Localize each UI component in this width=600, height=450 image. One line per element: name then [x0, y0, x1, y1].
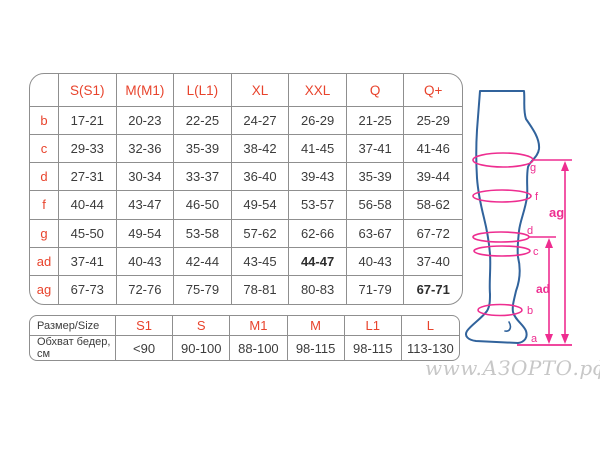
size-value-cell: 44-47 — [289, 247, 347, 276]
size-value-cell: 72-76 — [117, 275, 175, 304]
size-column-header: XXL — [289, 74, 347, 107]
size-value-cell: 29-33 — [59, 135, 117, 164]
size-value-cell: 22-25 — [174, 107, 232, 136]
size-value-cell: 71-79 — [347, 275, 405, 304]
size-value-cell: 53-57 — [289, 191, 347, 220]
size-column-header: XL — [231, 74, 290, 107]
measurement-row-label: ag — [30, 275, 59, 304]
size-value-cell: 46-50 — [174, 191, 232, 220]
size-value-cell: 41-45 — [289, 135, 347, 164]
hip-value-cell: <90 — [116, 336, 174, 360]
measurement-ellipse-c — [473, 245, 531, 257]
size-value-cell: 38-42 — [231, 135, 290, 164]
corner-cell — [30, 74, 59, 107]
size-value-cell: 30-34 — [116, 163, 175, 192]
size-column-header: Q+ — [404, 74, 462, 107]
size-value-cell: 42-44 — [174, 247, 232, 276]
leg-measurement-diagram: g f d c b a ad ag — [465, 90, 572, 346]
measurement-row-label: d — [30, 163, 59, 192]
measurement-label-b: b — [527, 305, 533, 317]
size-column-header: Q — [346, 74, 405, 107]
size-value-cell: 20-23 — [116, 107, 175, 136]
hip-value-cell: 88-100 — [230, 336, 288, 360]
measurement-ellipse-f — [472, 189, 532, 203]
measurement-row-label: g — [30, 219, 59, 248]
measurement-row-label: ad — [30, 247, 59, 276]
size-column-header: L(L1) — [174, 74, 232, 107]
size-column-header: M(M1) — [116, 74, 175, 107]
size-value-cell: 62-66 — [289, 219, 347, 248]
size-value-cell: 58-62 — [404, 191, 462, 220]
size-value-cell: 43-47 — [116, 191, 175, 220]
size-value-cell: 63-67 — [346, 219, 405, 248]
ad-arrowhead-down — [545, 334, 553, 344]
size-value-cell: 35-39 — [346, 163, 405, 192]
ag-arrowhead-down — [561, 334, 569, 344]
size-value-cell: 57-62 — [231, 219, 290, 248]
size-value-cell: 67-72 — [404, 220, 462, 248]
size-measurements-table: S(S1) M(M1) L(L1) XL XXL Q Q+ b 17-21 20-23 22-25 2… — [29, 73, 463, 305]
hip-value-cell: 90-100 — [173, 336, 231, 360]
ad-arrowhead-up — [545, 238, 553, 248]
size-value-cell: 67-71 — [416, 282, 450, 298]
measurement-label-ad: ad — [536, 282, 550, 296]
size-value-cell: 75-79 — [174, 275, 232, 304]
size-value-cell: 25-29 — [404, 107, 462, 136]
size-value-cell: 26-29 — [289, 107, 347, 136]
measurement-row-label: f — [30, 191, 59, 220]
size-value-cell: 39-43 — [289, 163, 347, 192]
size-value-cell: 67-73 — [59, 275, 117, 304]
hip-size-header: L1 — [344, 316, 402, 336]
size-value-cell: 21-25 — [346, 107, 405, 136]
hip-size-header: S1 — [116, 316, 174, 336]
size-value-cell: 39-44 — [404, 163, 462, 192]
size-value-cell: 49-54 — [231, 191, 290, 220]
size-value-cell: 40-43 — [346, 247, 405, 276]
hip-value-cell: 113-130 — [407, 340, 454, 356]
measurement-label-f: f — [535, 191, 539, 203]
measurement-label-a: a — [531, 333, 538, 345]
hip-circumference-table: Размер/Size S1 S M1 M L1 L Обхват бедер, см <90 9… — [29, 315, 460, 361]
measurement-label-c: c — [533, 246, 539, 258]
size-value-cell: 27-31 — [59, 163, 117, 192]
hip-size-header: M1 — [230, 316, 288, 336]
size-value-cell: 40-43 — [116, 247, 175, 276]
measurement-row-label: c — [30, 135, 59, 164]
size-value-cell: 45-50 — [59, 219, 117, 248]
size-value-cell: 41-46 — [404, 135, 462, 164]
hip-size-header: L — [401, 316, 459, 336]
size-value-cell: 40-44 — [59, 191, 117, 220]
ag-arrowhead-up — [561, 161, 569, 171]
size-value-cell: 35-39 — [174, 135, 232, 164]
size-value-cell: 53-58 — [174, 219, 232, 248]
size-value-cell: 32-36 — [116, 135, 175, 164]
size-column-header: S(S1) — [59, 74, 117, 107]
size-value-cell: 36-40 — [231, 163, 290, 192]
hip-size-header: M — [287, 316, 345, 336]
size-value-cell: 78-81 — [232, 275, 290, 304]
hip-table-header-label: Размер/Size — [30, 316, 116, 336]
heel-mark — [504, 321, 512, 332]
size-value-cell: 56-58 — [346, 191, 405, 220]
measurement-row-label: b — [30, 107, 59, 136]
measurement-ellipse-b — [477, 303, 523, 317]
hip-value-cell: 98-115 — [345, 336, 402, 360]
size-value-cell: 49-54 — [116, 219, 175, 248]
measurement-label-g: g — [530, 162, 536, 174]
size-value-cell: 24-27 — [231, 107, 290, 136]
hip-size-header: S — [173, 316, 231, 336]
size-value-cell: 43-45 — [231, 247, 290, 276]
size-value-cell: 80-83 — [289, 275, 347, 304]
watermark: www.АЗОРТО.рф — [425, 356, 600, 380]
measurement-label-d: d — [527, 225, 533, 237]
size-value-cell: 17-21 — [59, 107, 117, 136]
size-value-cell: 37-40 — [404, 248, 462, 276]
size-value-cell: 33-37 — [174, 163, 232, 192]
size-value-cell: 37-41 — [59, 247, 117, 276]
hip-value-cell: 98-115 — [288, 336, 345, 360]
measurement-label-ag: ag — [549, 205, 564, 220]
size-value-cell: 37-41 — [346, 135, 405, 164]
hip-measure-label: Обхват бедер, см — [30, 336, 116, 360]
